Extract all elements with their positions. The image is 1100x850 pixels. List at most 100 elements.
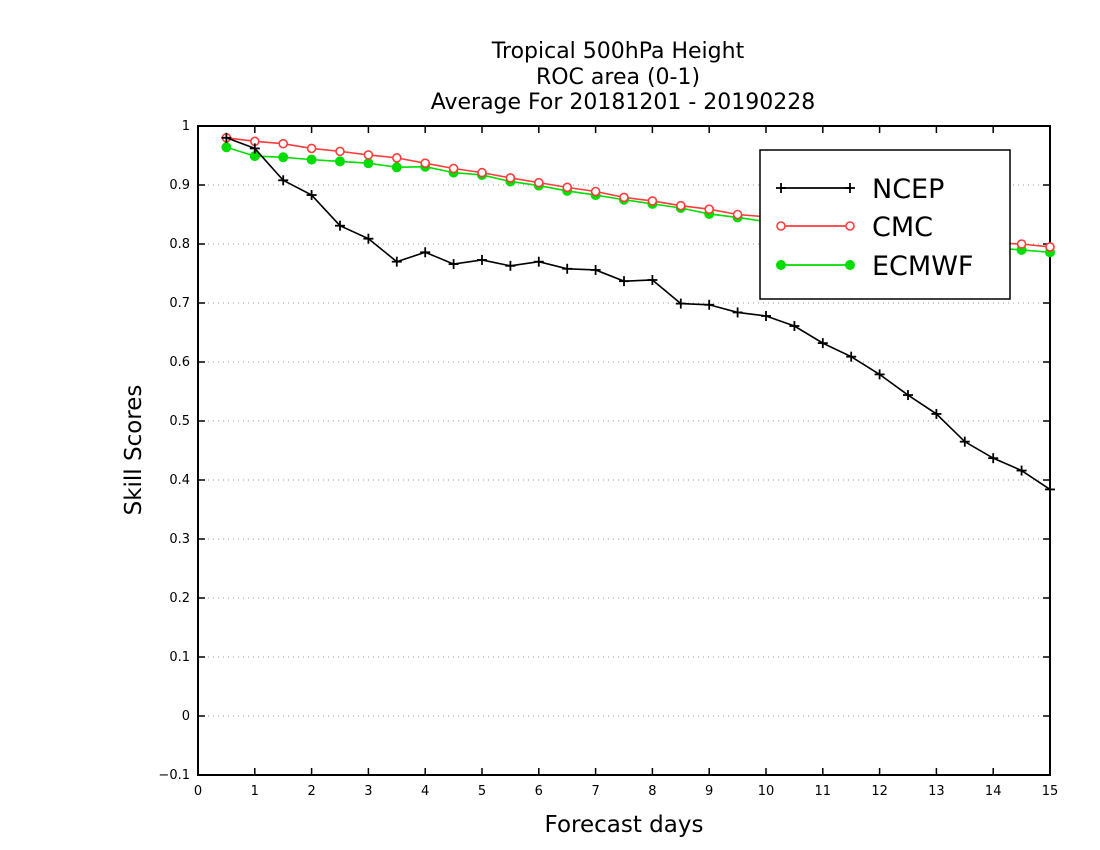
y-tick-label: 0.9 xyxy=(169,178,190,193)
data-point-ecmwf xyxy=(306,154,317,165)
data-point-ncep xyxy=(959,436,970,447)
data-point-ncep xyxy=(789,321,800,332)
legend-marker-cmc xyxy=(845,221,855,231)
data-point-ecmwf xyxy=(278,152,289,163)
data-point-cmc xyxy=(477,167,487,178)
y-tick-label: 0.2 xyxy=(169,591,190,606)
data-point-ncep xyxy=(761,310,771,321)
data-point-ncep xyxy=(1045,484,1055,495)
legend-box xyxy=(759,149,1011,300)
data-point-cmc xyxy=(278,138,289,149)
data-point-ncep xyxy=(505,260,516,271)
data-point-ncep xyxy=(477,254,487,265)
data-point-ncep xyxy=(675,298,686,309)
data-point-ncep xyxy=(817,338,828,349)
legend-marker-ncep xyxy=(776,183,786,193)
y-tick-label: 0.4 xyxy=(169,473,190,488)
data-point-cmc xyxy=(505,173,516,183)
legend-marker-cmc xyxy=(776,221,786,231)
legend-marker-ncep xyxy=(845,183,855,193)
data-point-cmc xyxy=(448,163,459,174)
data-point-ncep xyxy=(562,263,573,274)
legend-marker-ecmwf xyxy=(776,260,786,270)
legend-label-cmc: CMC xyxy=(872,212,933,243)
x-tick-label: 3 xyxy=(364,784,372,799)
y-tick-label: 0.1 xyxy=(169,650,190,665)
data-point-ncep xyxy=(363,233,374,244)
x-tick-label: 11 xyxy=(815,784,832,799)
data-point-ncep xyxy=(931,408,942,419)
data-point-ncep xyxy=(391,256,402,267)
data-point-ncep xyxy=(278,175,289,186)
data-point-ecmwf xyxy=(221,142,232,153)
x-axis-label: Forecast days xyxy=(545,812,704,838)
data-point-cmc xyxy=(647,196,658,206)
data-point-cmc xyxy=(420,158,431,168)
x-tick-label: 5 xyxy=(478,784,486,799)
y-tick-label: 0 xyxy=(182,709,190,724)
data-point-ecmwf xyxy=(335,156,345,167)
data-point-cmc xyxy=(619,192,629,203)
data-point-cmc xyxy=(1045,242,1055,252)
x-tick-label: 0 xyxy=(194,784,202,799)
data-point-cmc xyxy=(363,150,374,160)
legend-marker-ecmwf xyxy=(845,260,855,270)
data-point-ncep xyxy=(590,264,601,275)
y-tick-label: −0.1 xyxy=(158,768,190,783)
data-point-ncep xyxy=(306,190,317,201)
x-tick-label: 12 xyxy=(871,784,888,799)
y-axis-label: Skill Scores xyxy=(121,385,147,516)
x-tick-label: 7 xyxy=(591,784,599,799)
data-point-ncep xyxy=(903,390,913,401)
y-tick-label: 0.7 xyxy=(169,296,190,311)
data-point-ncep xyxy=(420,247,431,258)
data-point-cmc xyxy=(590,186,601,197)
x-tick-label: 6 xyxy=(535,784,543,799)
legend-label-ncep: NCEP xyxy=(872,174,944,205)
y-tick-label: 0.5 xyxy=(169,414,190,429)
legend-entry-cmc: CMC xyxy=(776,212,933,243)
data-point-ncep xyxy=(732,307,743,318)
data-point-cmc xyxy=(1016,239,1027,249)
data-point-ncep xyxy=(704,299,715,310)
series-line-ncep xyxy=(226,137,1051,491)
chart-title: Tropical 500hPa Height ROC area (0-1) Av… xyxy=(431,39,816,115)
data-point-cmc xyxy=(675,200,686,211)
x-tick-label: 13 xyxy=(928,784,945,799)
data-point-cmc xyxy=(306,143,317,154)
legend-label-ecmwf: ECMWF xyxy=(872,251,973,282)
data-point-cmc xyxy=(533,177,544,188)
x-tick-label: 15 xyxy=(1042,784,1059,799)
legend-entry-ecmwf: ECMWF xyxy=(776,251,973,282)
data-point-ncep xyxy=(448,259,459,270)
axis-ticks: −0.100.10.20.30.40.50.60.70.80.910 1 2 3 4 5 6… xyxy=(158,119,1058,799)
data-point-ncep xyxy=(221,132,232,143)
y-tick-label: 0.3 xyxy=(169,532,190,547)
chart-title-line-1: Tropical 500hPa Height xyxy=(491,39,745,64)
data-point-ncep xyxy=(1016,465,1027,476)
x-tick-label: 10 xyxy=(758,784,775,799)
data-point-ncep xyxy=(846,351,857,362)
data-point-cmc xyxy=(562,182,573,193)
series-ncep xyxy=(221,132,1055,495)
y-tick-label: 0.6 xyxy=(169,355,190,370)
data-point-cmc xyxy=(335,146,345,157)
legend-entry-ncep: NCEP xyxy=(776,174,944,205)
chart-title-line-3: Average For 20181201 - 20190228 xyxy=(431,90,816,115)
x-tick-label: 1 xyxy=(251,784,259,799)
legend: NCEP CMC ECMWF xyxy=(759,149,1011,300)
data-point-ncep xyxy=(335,220,345,231)
data-point-ecmwf xyxy=(391,162,402,173)
x-tick-label: 14 xyxy=(985,784,1002,799)
y-tick-label: 0.8 xyxy=(169,237,190,252)
data-point-cmc xyxy=(704,204,715,214)
x-tick-label: 4 xyxy=(421,784,429,799)
x-tick-label: 2 xyxy=(307,784,315,799)
data-point-ncep xyxy=(874,369,885,380)
data-point-cmc xyxy=(391,153,402,163)
x-tick-label: 8 xyxy=(648,784,656,799)
data-point-cmc xyxy=(732,209,743,220)
plot-frame xyxy=(197,125,1051,776)
data-point-ncep xyxy=(647,274,658,285)
